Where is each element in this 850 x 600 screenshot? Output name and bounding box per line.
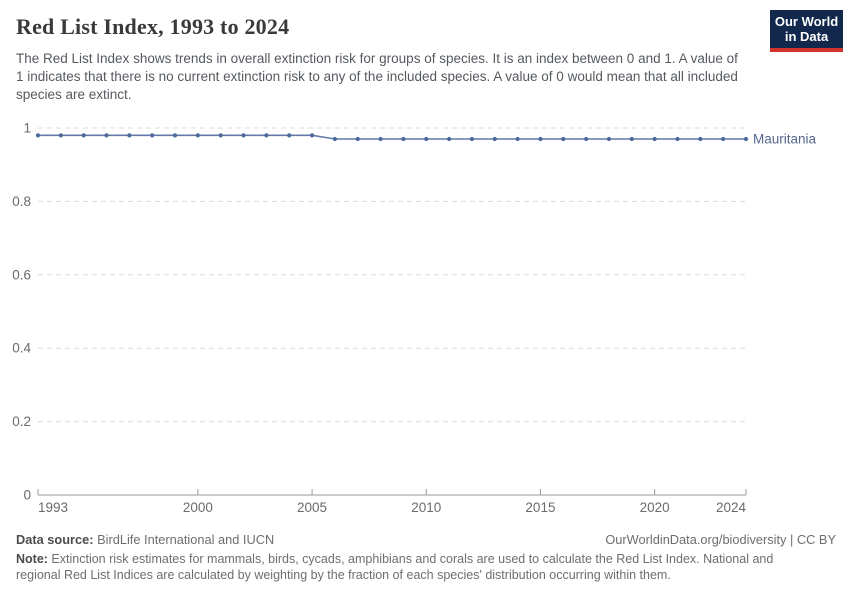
y-tick-label: 0 xyxy=(23,488,31,503)
data-source-label: Data source: xyxy=(16,532,94,547)
data-point[interactable] xyxy=(35,133,41,138)
data-point[interactable] xyxy=(538,136,543,142)
owid-logo-line1: Our World xyxy=(774,14,839,29)
x-tick-label: 2024 xyxy=(716,500,747,515)
chart-footer: Data source: BirdLife International and … xyxy=(16,532,836,583)
data-point[interactable] xyxy=(195,133,200,138)
data-point[interactable] xyxy=(355,136,360,142)
owid-logo-line2: in Data xyxy=(784,29,829,44)
x-tick-label: 1993 xyxy=(38,500,68,515)
data-point[interactable] xyxy=(309,133,315,138)
x-tick-label: 2005 xyxy=(297,500,327,515)
owid-attribution-link[interactable]: OurWorldinData.org/biodiversity | CC BY xyxy=(605,532,836,547)
data-point[interactable] xyxy=(446,136,452,142)
data-point[interactable] xyxy=(606,136,612,142)
x-tick-label: 2010 xyxy=(411,500,441,515)
data-point[interactable] xyxy=(241,133,246,138)
data-point[interactable] xyxy=(58,133,63,138)
y-tick-label: 0.4 xyxy=(12,341,31,356)
data-point[interactable] xyxy=(743,136,749,142)
chart-note-value: Extinction risk estimates for mammals, b… xyxy=(16,552,774,582)
y-tick-label: 0.2 xyxy=(12,414,31,429)
data-point[interactable] xyxy=(378,136,383,142)
data-point[interactable] xyxy=(629,136,634,142)
y-tick-label: 1 xyxy=(23,121,31,136)
data-point[interactable] xyxy=(721,136,726,142)
data-point[interactable] xyxy=(218,133,223,138)
page-title: Red List Index, 1993 to 2024 xyxy=(16,14,290,39)
data-point[interactable] xyxy=(492,136,497,142)
data-point[interactable] xyxy=(584,136,589,142)
x-tick-label: 2020 xyxy=(640,500,670,515)
data-point[interactable] xyxy=(469,136,475,142)
data-source: Data source: BirdLife International and … xyxy=(16,532,274,547)
data-point[interactable] xyxy=(287,133,292,138)
data-point[interactable] xyxy=(264,133,269,138)
data-point[interactable] xyxy=(172,133,178,138)
data-source-value: BirdLife International and IUCN xyxy=(93,532,275,547)
chart-subtitle: The Red List Index shows trends in overa… xyxy=(16,51,738,102)
data-point[interactable] xyxy=(81,133,86,138)
series-line xyxy=(38,134,746,140)
data-point[interactable] xyxy=(150,133,155,138)
chart-note: Note: Extinction risk estimates for mamm… xyxy=(16,552,806,583)
y-tick-label: 0.8 xyxy=(12,194,31,209)
y-tick-label: 0.6 xyxy=(12,267,31,282)
chart-note-label: Note: xyxy=(16,552,48,566)
series-end-label[interactable]: Mauritania xyxy=(753,132,817,147)
owid-logo[interactable]: Our World in Data xyxy=(770,10,843,52)
data-point[interactable] xyxy=(127,133,132,138)
data-point[interactable] xyxy=(675,136,680,142)
data-point[interactable] xyxy=(515,136,520,142)
x-tick-label: 2000 xyxy=(183,500,213,515)
data-point[interactable] xyxy=(698,136,703,142)
data-point[interactable] xyxy=(424,136,429,142)
x-tick-label: 2015 xyxy=(525,500,555,515)
data-point[interactable] xyxy=(332,136,338,142)
data-point[interactable] xyxy=(561,136,566,142)
data-point[interactable] xyxy=(401,136,406,142)
data-point[interactable] xyxy=(652,136,657,142)
data-point[interactable] xyxy=(104,133,109,138)
